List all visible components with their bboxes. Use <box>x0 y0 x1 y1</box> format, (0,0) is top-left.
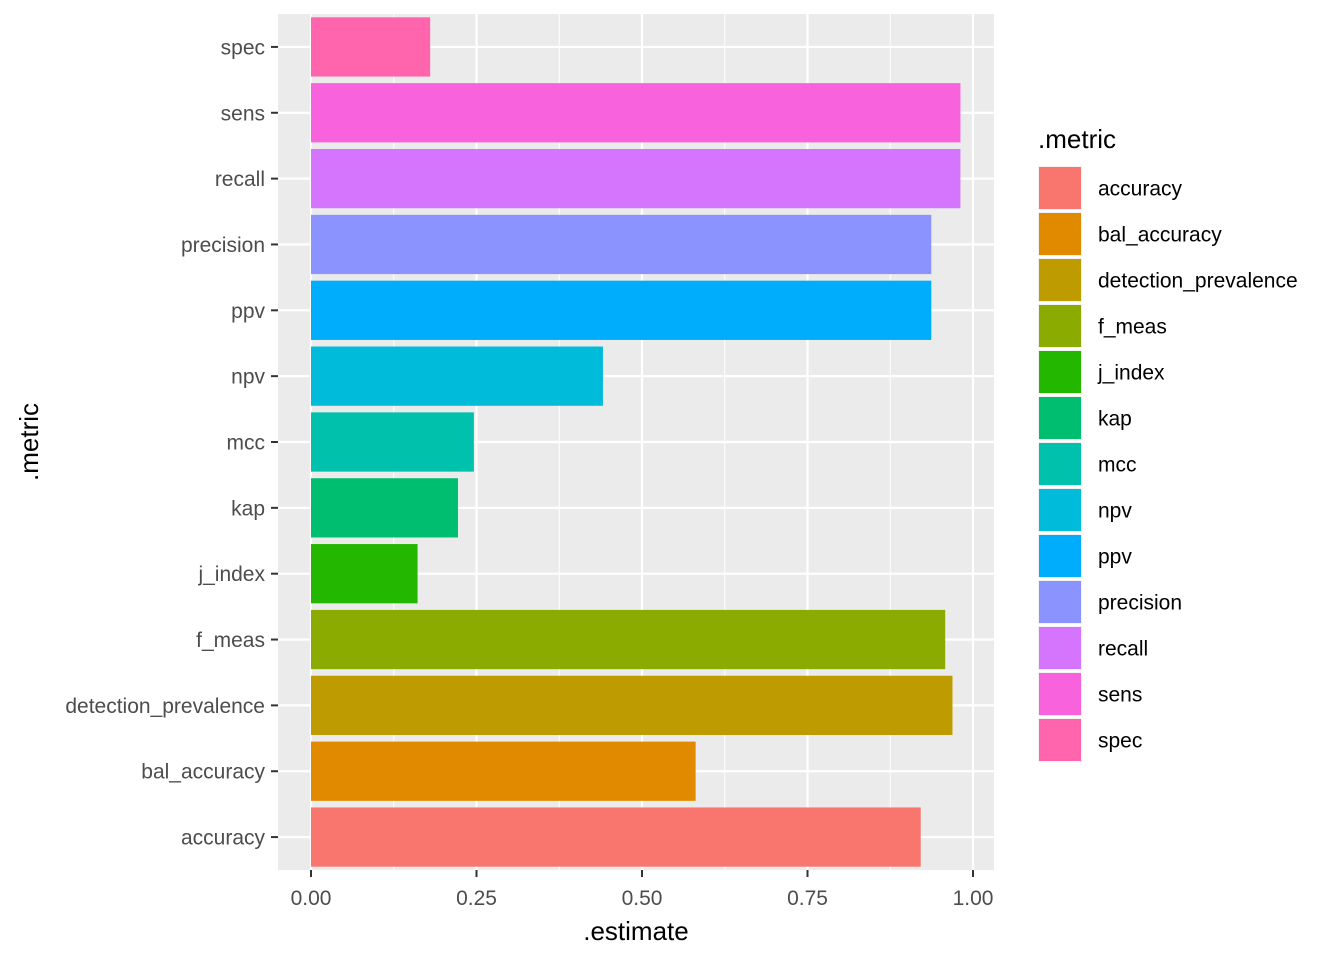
legend-swatch <box>1039 627 1081 669</box>
legend-label: kap <box>1098 408 1132 431</box>
y-tick-label: detection_prevalence <box>65 695 265 718</box>
legend-label: bal_accuracy <box>1098 224 1222 247</box>
x-axis-title: .estimate <box>583 916 689 946</box>
bar-kap <box>311 478 458 538</box>
legend-label: j_index <box>1097 362 1165 385</box>
legend-swatch <box>1039 719 1081 761</box>
legend-swatch <box>1039 673 1081 715</box>
legend-label: sens <box>1098 684 1142 707</box>
x-tick-label: 0.00 <box>291 887 332 910</box>
legend: .metric accuracy bal_accuracy detection_pr… <box>1038 124 1298 762</box>
legend-swatch <box>1039 259 1081 301</box>
bar-f_meas <box>311 609 946 670</box>
y-tick-label: f_meas <box>196 629 265 652</box>
legend-label: mcc <box>1098 454 1137 477</box>
legend-swatch <box>1039 305 1081 347</box>
bar-spec <box>311 17 431 77</box>
legend-swatch <box>1039 443 1081 485</box>
y-tick-label: spec <box>221 36 265 59</box>
bar-precision <box>311 214 932 275</box>
y-tick-label: j_index <box>197 563 265 586</box>
y-axis-title: .metric <box>14 403 44 481</box>
bar-accuracy <box>311 807 921 867</box>
x-tick-label: 1.00 <box>953 887 994 910</box>
bar-mcc <box>311 412 474 472</box>
legend-label: precision <box>1098 592 1182 615</box>
y-tick-label: recall <box>215 168 265 191</box>
legend-swatch <box>1039 213 1081 255</box>
bar-j_index <box>311 544 418 604</box>
y-tick-label: kap <box>231 497 265 520</box>
legend-swatch <box>1039 397 1081 439</box>
legend-swatch <box>1039 581 1081 623</box>
bar-recall <box>311 148 961 209</box>
bar-sens <box>311 83 961 143</box>
legend-label: recall <box>1098 638 1148 661</box>
legend-label: f_meas <box>1098 316 1167 339</box>
y-tick-label: bal_accuracy <box>141 761 265 784</box>
legend-label: accuracy <box>1098 178 1183 201</box>
y-tick-label: npv <box>231 366 265 389</box>
bar-bal_accuracy <box>311 741 696 801</box>
y-axis: accuracy bal_accuracy detection_prevalence… <box>65 36 278 850</box>
y-tick-label: precision <box>181 234 265 257</box>
x-tick-label: 0.25 <box>456 887 497 910</box>
x-axis: 0.00 0.25 0.50 0.75 1.00 <box>291 870 994 910</box>
legend-title: .metric <box>1038 124 1116 154</box>
x-tick-label: 0.75 <box>787 887 828 910</box>
x-tick-label: 0.50 <box>622 887 663 910</box>
legend-label: spec <box>1098 730 1142 753</box>
bar-npv <box>311 346 603 406</box>
y-tick-label: accuracy <box>181 827 266 850</box>
bar-layer <box>311 17 961 867</box>
y-tick-label: ppv <box>231 300 265 323</box>
bar-detection_prevalence <box>311 675 953 736</box>
legend-label: npv <box>1098 500 1132 523</box>
legend-swatch <box>1039 489 1081 531</box>
legend-swatch <box>1039 351 1081 393</box>
legend-swatch <box>1039 167 1081 209</box>
legend-swatch <box>1039 535 1081 577</box>
bar-ppv <box>311 280 932 340</box>
y-tick-label: sens <box>221 102 265 125</box>
y-tick-label: mcc <box>227 432 266 455</box>
legend-label: detection_prevalence <box>1098 270 1298 293</box>
legend-label: ppv <box>1098 546 1132 569</box>
